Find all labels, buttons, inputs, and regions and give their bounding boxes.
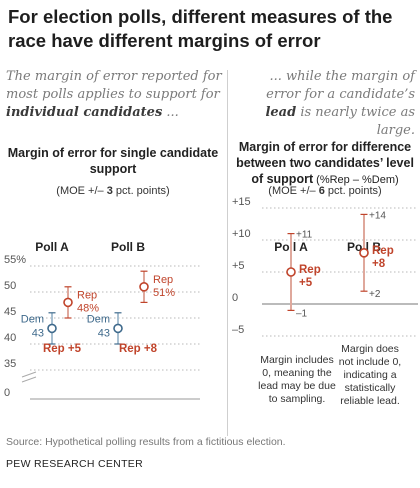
upper-bound-label: +11 (296, 230, 313, 241)
significance-note-line: statistically (345, 382, 397, 394)
rep-value-label: 51% (153, 287, 175, 299)
significance-note-line: 0, meaning the (262, 367, 332, 379)
diff-value-label: Rep (299, 264, 321, 276)
significance-note-line: indicating a (343, 369, 396, 381)
left-moe-after: pct. points) (112, 185, 170, 197)
left-panel-moe: (MOE +/– 3 pct. points) (0, 184, 226, 198)
rep-series-label: Rep (77, 289, 97, 301)
rep-point (63, 297, 73, 308)
rep-lead-annotation: Rep +5 (43, 343, 82, 355)
left-y-tick-label: 40 (4, 332, 16, 344)
left-axis-break (21, 376, 37, 383)
right-panel-heading: Margin of error for difference between t… (230, 139, 420, 188)
right-heading-bold: Margin of error for difference between t… (236, 140, 414, 186)
diff-point (359, 248, 369, 258)
significance-note-line: not include 0, (339, 356, 401, 368)
left-y-tick-label: 50 (4, 280, 16, 292)
left-y-tick-label: 35 (4, 358, 16, 370)
organization-label: PEW RESEARCH CENTER (6, 458, 143, 470)
dem-series-label: Dem (87, 313, 110, 325)
intro-left-text: The margin of error reported for most po… (6, 68, 224, 122)
right-moe-value: 6 (318, 185, 325, 197)
left-y-tick-label: 55% (4, 254, 26, 266)
intro-right-after: is nearly twice as large. (296, 105, 415, 138)
lower-bound-label: –1 (296, 308, 308, 319)
rep-series-label: Rep (153, 274, 173, 286)
rep-value-label: 48% (77, 302, 99, 314)
left-y-tick-label: 45 (4, 306, 16, 318)
rep-point (139, 281, 149, 292)
dem-value-label: 43 (98, 327, 110, 339)
intro-right-before: ... while the margin of error for a cand… (266, 69, 415, 102)
left-moe-before: (MOE +/– (56, 185, 107, 197)
diff-value-label: Rep (372, 245, 394, 257)
lower-bound-label: +2 (369, 289, 381, 300)
left-y-tick-label: 0 (4, 387, 10, 399)
right-moe-after: pct. points) (324, 185, 382, 197)
left-category-label: Poll A (35, 240, 69, 254)
significance-note-line: reliable lead. (340, 395, 400, 407)
diff-value-label: +5 (299, 277, 313, 289)
significance-note-line: to sampling. (269, 393, 326, 405)
right-y-tick-label: 0 (232, 292, 238, 304)
dem-point (47, 323, 57, 334)
figure-title: For election polls, different measures o… (8, 6, 393, 51)
significance-note: Margin includes 0, meaning the lead may be… (258, 354, 336, 405)
upper-bound-label: +14 (369, 210, 386, 221)
dem-series-label: Dem (21, 313, 44, 325)
intro-left-after: ... (162, 105, 179, 120)
significance-note-line: Margin includes (260, 354, 334, 366)
significance-note-line: Margin does (341, 343, 399, 355)
left-moe-value: 3 (106, 185, 113, 197)
source-note: Source: Hypothetical polling results fro… (6, 436, 286, 448)
intro-left-bold: individual candidates (6, 105, 163, 120)
left-category-label: Poll B (111, 240, 145, 254)
significance-note: Margin does not include 0, indicating a sta… (339, 343, 401, 407)
right-y-tick-label: –5 (232, 324, 244, 336)
right-panel-moe: (MOE +/– 6 pct. points) (230, 184, 420, 198)
dem-value-label: 43 (32, 327, 44, 339)
left-axis-break (21, 371, 37, 378)
right-y-tick-label: +15 (232, 196, 251, 208)
rep-lead-annotation: Rep +8 (119, 343, 158, 355)
right-heading-suffix: (%Rep – %Dem) (313, 174, 399, 186)
diff-value-label: +8 (372, 258, 386, 270)
intro-left-before: The margin of error reported for most po… (6, 69, 222, 102)
panel-divider (227, 70, 228, 436)
intro-right-bold: lead (265, 105, 297, 120)
right-y-tick-label: +10 (232, 228, 251, 240)
diff-point (286, 267, 296, 277)
intro-right-text: ... while the margin of error for a cand… (233, 68, 415, 140)
dem-point (113, 323, 123, 334)
significance-note-line: lead may be due (258, 380, 336, 392)
left-panel-heading: Margin of error for single candidate sup… (7, 146, 219, 176)
right-y-tick-label: +5 (232, 260, 245, 272)
right-moe-before: (MOE +/– (268, 185, 319, 197)
